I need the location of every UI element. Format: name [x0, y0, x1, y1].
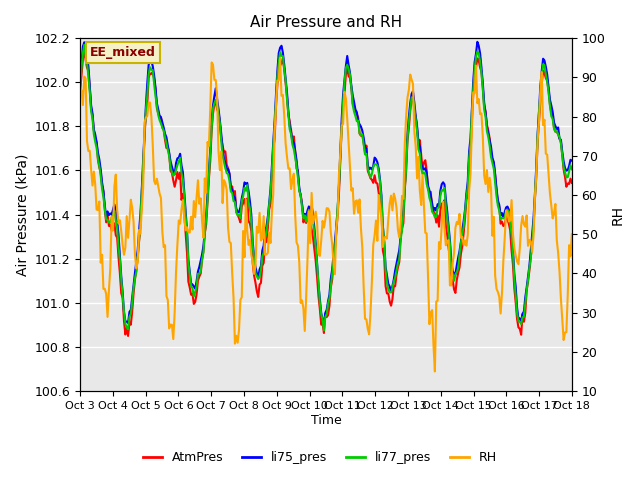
li75_pres [223, 168, 230, 173]
RH [543, 152, 551, 157]
AtmPres [140, 168, 147, 174]
li75_pres [136, 211, 144, 217]
RH [568, 231, 576, 237]
li77_pres [249, 243, 257, 249]
li77_pres [320, 327, 328, 333]
RH [239, 228, 247, 234]
RH [136, 231, 144, 237]
li77_pres [224, 171, 232, 177]
li75_pres [474, 39, 481, 45]
Y-axis label: Air Pressure (kPa): Air Pressure (kPa) [15, 154, 29, 276]
RH [292, 240, 300, 245]
AtmPres [568, 180, 576, 186]
RH [431, 369, 439, 374]
li75_pres [543, 72, 551, 77]
li77_pres [81, 42, 88, 48]
Line: AtmPres: AtmPres [80, 49, 572, 336]
X-axis label: Time: Time [310, 414, 341, 427]
li75_pres [76, 75, 84, 81]
RH [276, 55, 284, 60]
li77_pres [568, 167, 576, 172]
Line: li75_pres: li75_pres [80, 42, 572, 323]
AtmPres [242, 204, 250, 210]
RH [76, 91, 84, 97]
Text: EE_mixed: EE_mixed [90, 46, 156, 59]
li75_pres [248, 212, 255, 218]
li75_pres [568, 158, 576, 164]
li75_pres [291, 149, 299, 155]
Legend: AtmPres, li75_pres, li77_pres, RH: AtmPres, li75_pres, li77_pres, RH [138, 446, 502, 469]
AtmPres [226, 171, 234, 177]
RH [223, 187, 230, 192]
li75_pres [239, 189, 247, 195]
li77_pres [241, 185, 248, 191]
li77_pres [138, 189, 146, 194]
li75_pres [320, 320, 328, 326]
Title: Air Pressure and RH: Air Pressure and RH [250, 15, 402, 30]
li77_pres [292, 163, 300, 169]
AtmPres [124, 333, 132, 339]
Line: RH: RH [80, 58, 572, 372]
RH [248, 252, 255, 258]
Y-axis label: RH: RH [611, 204, 625, 225]
li77_pres [76, 82, 84, 87]
AtmPres [543, 78, 551, 84]
li77_pres [543, 79, 551, 84]
AtmPres [81, 46, 88, 52]
AtmPres [294, 168, 302, 173]
AtmPres [76, 88, 84, 94]
Line: li77_pres: li77_pres [80, 45, 572, 330]
AtmPres [250, 273, 258, 278]
